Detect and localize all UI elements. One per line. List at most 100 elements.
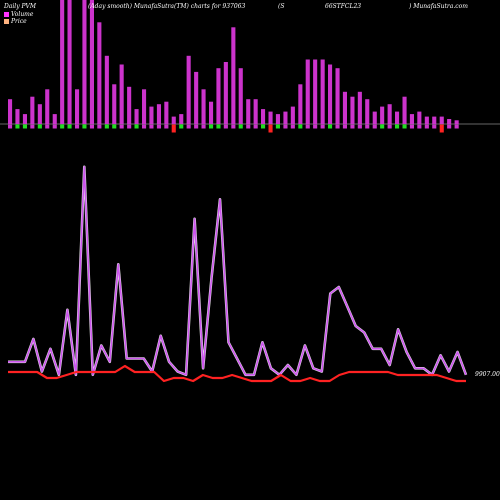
volume-bar bbox=[89, 0, 94, 124]
direction-bar bbox=[22, 124, 27, 129]
chart-header-left: Daily PVM bbox=[4, 3, 37, 10]
volume-bar bbox=[60, 0, 65, 124]
direction-bar bbox=[156, 124, 161, 129]
volume-bar bbox=[134, 109, 139, 124]
direction-bar bbox=[380, 124, 385, 129]
volume-bar bbox=[372, 111, 377, 124]
volume-bar bbox=[268, 111, 273, 124]
volume-bar bbox=[283, 111, 288, 124]
volume-bar bbox=[424, 116, 429, 124]
volume-bar bbox=[82, 0, 87, 124]
volume-bar bbox=[261, 109, 266, 124]
direction-bar bbox=[335, 124, 340, 129]
direction-bar bbox=[60, 124, 65, 129]
volume-bar bbox=[298, 84, 303, 124]
direction-bar bbox=[395, 124, 400, 129]
volume-bar bbox=[305, 59, 310, 124]
volume-bar bbox=[432, 116, 437, 124]
volume-bar bbox=[380, 106, 385, 124]
volume-bar bbox=[402, 96, 407, 124]
price-line bbox=[8, 364, 466, 383]
direction-bar bbox=[75, 124, 80, 129]
volume-bar bbox=[67, 0, 72, 124]
volume-bar bbox=[164, 101, 169, 124]
volume-bar bbox=[447, 119, 452, 124]
legend-volume-label: Volume bbox=[11, 11, 34, 18]
volume-bar bbox=[209, 101, 214, 124]
chart-header-title: (Aday smooth) MunafaSutra(TM) charts for… bbox=[88, 3, 246, 10]
direction-bar bbox=[439, 124, 444, 133]
volume-bar bbox=[454, 120, 459, 124]
direction-bar bbox=[298, 124, 303, 129]
volume-bar bbox=[149, 106, 154, 124]
direction-bar bbox=[119, 124, 124, 129]
volume-bar bbox=[37, 104, 42, 124]
volume-bar bbox=[22, 114, 27, 124]
volume-bar bbox=[238, 68, 243, 124]
volume-bar bbox=[313, 59, 318, 124]
legend-price: Price bbox=[4, 18, 27, 25]
volume-bar bbox=[409, 114, 414, 124]
direction-bar bbox=[402, 124, 407, 129]
volume-bar bbox=[290, 106, 295, 124]
volume-bar bbox=[342, 91, 347, 124]
direction-bar bbox=[194, 124, 199, 129]
direction-bar bbox=[357, 124, 362, 129]
volume-bar bbox=[328, 64, 333, 124]
legend-price-swatch bbox=[4, 19, 9, 24]
direction-bar bbox=[104, 124, 109, 129]
direction-bar bbox=[30, 124, 35, 129]
direction-bar bbox=[8, 124, 13, 129]
volume-bar bbox=[335, 68, 340, 124]
direction-bar bbox=[45, 124, 50, 129]
direction-bar bbox=[305, 124, 310, 129]
volume-bar bbox=[8, 99, 13, 124]
last-price-label: 9907.00 bbox=[475, 371, 500, 378]
legend-volume: Volume bbox=[4, 11, 33, 18]
volume-bar bbox=[112, 84, 117, 124]
volume-bar bbox=[171, 116, 176, 124]
volume-bar bbox=[15, 109, 20, 124]
volume-bar bbox=[186, 55, 191, 124]
volume-bar bbox=[52, 114, 57, 124]
direction-bar bbox=[328, 124, 333, 129]
volume-bar bbox=[127, 86, 132, 124]
volume-bar bbox=[320, 59, 325, 124]
volume-line bbox=[8, 166, 467, 376]
volume-bar bbox=[156, 104, 161, 124]
direction-bar bbox=[417, 124, 422, 129]
direction-bar bbox=[372, 124, 377, 129]
direction-bar bbox=[246, 124, 251, 129]
direction-bar bbox=[216, 124, 221, 129]
direction-bar bbox=[201, 124, 206, 129]
legend-volume-swatch bbox=[4, 12, 9, 17]
volume-bar bbox=[231, 27, 236, 124]
volume-bar bbox=[395, 111, 400, 124]
volume-bar bbox=[142, 89, 147, 124]
volume-bar bbox=[216, 68, 221, 124]
volume-bar bbox=[365, 99, 370, 124]
direction-bar bbox=[15, 124, 20, 129]
direction-bar bbox=[171, 124, 176, 133]
direction-bar bbox=[261, 124, 266, 129]
direction-bar bbox=[149, 124, 154, 129]
direction-bar bbox=[342, 124, 347, 129]
volume-bar bbox=[45, 89, 50, 124]
volume-bar bbox=[75, 89, 80, 124]
direction-bar bbox=[275, 124, 280, 129]
volume-bar bbox=[253, 99, 258, 124]
direction-bar bbox=[365, 124, 370, 129]
direction-bar bbox=[112, 124, 117, 129]
volume-bar bbox=[201, 89, 206, 124]
direction-bar bbox=[52, 124, 57, 129]
volume-bar bbox=[246, 99, 251, 124]
volume-bar bbox=[30, 96, 35, 124]
direction-bar bbox=[127, 124, 132, 129]
direction-bar bbox=[186, 124, 191, 129]
volume-bar bbox=[104, 55, 109, 124]
direction-bar bbox=[313, 124, 318, 129]
direction-bar bbox=[447, 124, 452, 129]
volume-bar bbox=[223, 62, 228, 124]
direction-bar bbox=[231, 124, 236, 129]
direction-bar bbox=[238, 124, 243, 129]
